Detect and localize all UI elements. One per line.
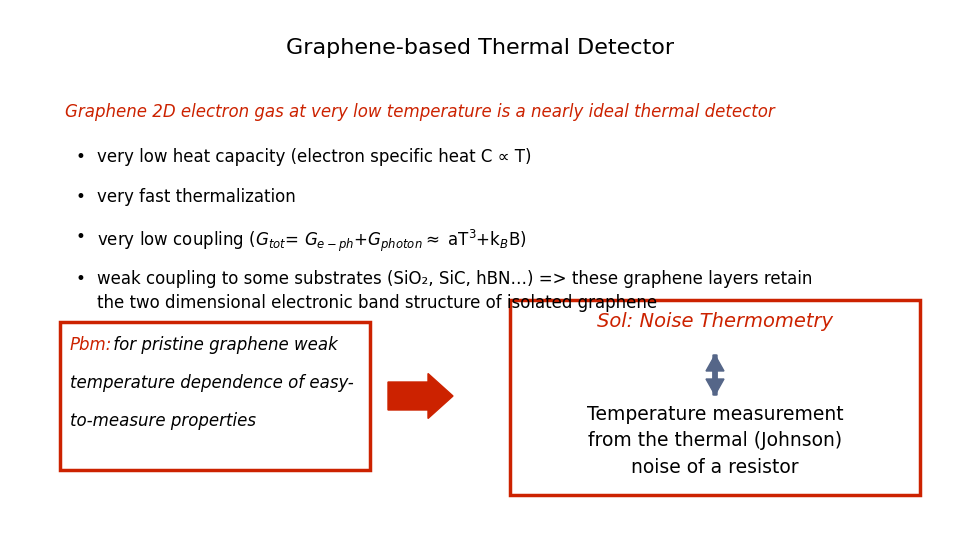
- Text: weak coupling to some substrates (SiO₂, SiC, hBN…) => these graphene layers reta: weak coupling to some substrates (SiO₂, …: [97, 270, 812, 312]
- Text: •: •: [75, 148, 84, 166]
- Text: very low coupling ($G_{tot}$= $G_{e-ph}$+$G_{photon}$$\approx$ aT$^3$+k$_B$B): very low coupling ($G_{tot}$= $G_{e-ph}$…: [97, 228, 527, 254]
- Text: Pbm:: Pbm:: [70, 336, 112, 354]
- Text: very low heat capacity (electron specific heat C ∝ T): very low heat capacity (electron specifi…: [97, 148, 532, 166]
- Text: Temperature measurement
from the thermal (Johnson)
noise of a resistor: Temperature measurement from the thermal…: [587, 405, 843, 477]
- FancyBboxPatch shape: [510, 300, 920, 495]
- Text: to-measure properties: to-measure properties: [70, 412, 256, 430]
- Text: Graphene 2D electron gas at very low temperature is a nearly ideal thermal detec: Graphene 2D electron gas at very low tem…: [65, 103, 775, 121]
- FancyBboxPatch shape: [60, 322, 370, 470]
- Text: for pristine graphene weak: for pristine graphene weak: [108, 336, 338, 354]
- Text: very fast thermalization: very fast thermalization: [97, 188, 296, 206]
- FancyArrow shape: [706, 355, 724, 395]
- FancyArrow shape: [388, 374, 453, 418]
- Text: temperature dependence of easy-: temperature dependence of easy-: [70, 374, 353, 392]
- Text: Graphene-based Thermal Detector: Graphene-based Thermal Detector: [286, 38, 674, 58]
- Text: •: •: [75, 228, 84, 246]
- FancyArrow shape: [706, 355, 724, 395]
- Text: •: •: [75, 270, 84, 288]
- Text: Sol: Noise Thermometry: Sol: Noise Thermometry: [597, 312, 833, 331]
- Text: •: •: [75, 188, 84, 206]
